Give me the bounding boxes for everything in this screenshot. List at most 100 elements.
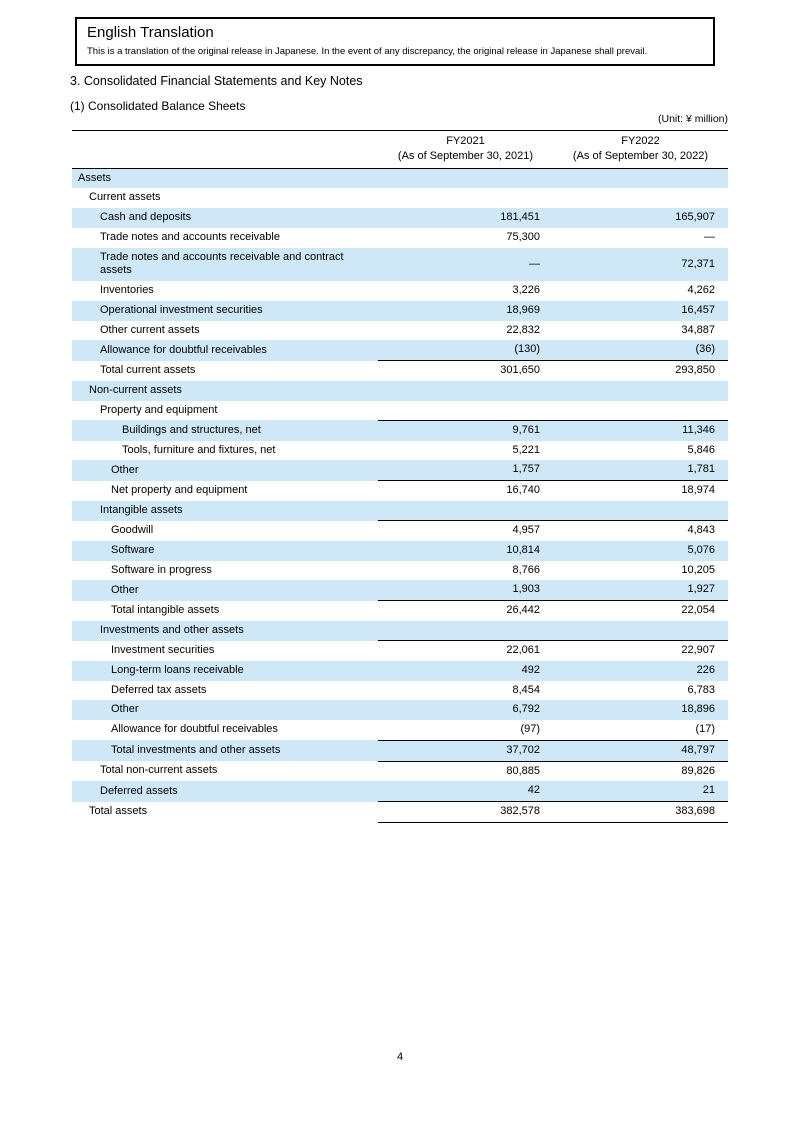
table-row: Investment securities 22,061 22,907 (72, 640, 728, 661)
table-row: Goodwill 4,957 4,843 (72, 520, 728, 541)
table-row: Trade notes and accounts receivable and … (72, 247, 728, 282)
table-row: Current assets (72, 188, 728, 208)
row-label: Trade notes and accounts receivable and … (100, 250, 344, 277)
row-value-fy2022: (17) (695, 723, 715, 736)
translation-notice-body: This is a translation of the original re… (87, 45, 648, 57)
row-value-fy2022: 18,896 (681, 703, 715, 716)
row-value-fy2021: 26,442 (378, 600, 553, 621)
row-value-fy2022: 4,262 (687, 284, 715, 297)
table-row: Software 10,814 5,076 (72, 540, 728, 561)
row-value-fy2021: 9,761 (378, 419, 553, 441)
row-value-fy2021: (97) (520, 723, 540, 736)
table-row: Buildings and structures, net 9,761 11,346 (72, 419, 728, 441)
row-value-fy2022: 5,846 (687, 443, 715, 456)
row-label: Inventories (100, 284, 154, 297)
row-value-fy2022: — (704, 230, 715, 243)
row-label: Intangible assets (100, 503, 183, 516)
row-value-fy2021 (378, 381, 553, 401)
table-row: Net property and equipment 16,740 18,974 (72, 480, 728, 501)
row-label: Software (111, 543, 155, 556)
row-label: Total current assets (100, 363, 196, 376)
row-label: Total non-current assets (100, 764, 218, 777)
unit-note: (Unit: ¥ million) (657, 113, 728, 125)
row-value-fy2021: — (529, 257, 540, 270)
row-value-fy2022: 10,205 (681, 563, 715, 576)
row-label: Operational investment securities (100, 303, 263, 316)
row-value-fy2022 (553, 168, 728, 188)
row-value-fy2021 (378, 188, 553, 208)
row-value-fy2022: 5,076 (687, 543, 715, 556)
row-value-fy2021: 42 (527, 784, 540, 797)
row-value-fy2022 (553, 381, 728, 401)
table-row: Deferred assets 42 21 (72, 781, 728, 802)
row-label: Long-term loans receivable (111, 663, 244, 676)
table-row: Property and equipment (72, 401, 728, 421)
row-value-fy2022: 165,907 (675, 211, 715, 224)
table-row: Non-current assets (72, 380, 728, 401)
table-row: Total current assets 301,650 293,850 (72, 360, 728, 381)
row-label: Other (111, 463, 139, 476)
row-value-fy2022: 4,843 (553, 520, 728, 541)
row-value-fy2021: 5,221 (512, 443, 540, 456)
row-label: Allowance for doubtful receivables (100, 343, 267, 356)
row-label: Tools, furniture and fixtures, net (122, 443, 276, 456)
row-label: Investment securities (111, 643, 215, 656)
row-value-fy2021: 181,451 (500, 211, 540, 224)
row-label: Net property and equipment (111, 483, 248, 496)
table-row: Tools, furniture and fixtures, net 5,221 5… (72, 441, 728, 461)
row-value-fy2021: 75,300 (506, 230, 540, 243)
row-value-fy2021: 301,650 (378, 360, 553, 381)
row-value-fy2021: 10,814 (506, 543, 540, 556)
table-row: Cash and deposits 181,451 165,907 (72, 208, 728, 228)
row-value-fy2022: 1,781 (687, 463, 715, 476)
table-row: Total non-current assets 80,885 89,826 (72, 760, 728, 782)
row-label: Software in progress (111, 563, 212, 576)
translation-notice-box: English Translation This is a translatio… (75, 17, 715, 67)
row-value-fy2021: 6,792 (512, 703, 540, 716)
row-label: Other (111, 703, 139, 716)
row-value-fy2022: (36) (695, 343, 715, 356)
item-column-header (72, 130, 378, 169)
row-label: Allowance for doubtful receivables (111, 723, 278, 736)
table-row: Long-term loans receivable 492 226 (72, 660, 728, 681)
row-value-fy2021 (378, 501, 553, 521)
table-row: Total intangible assets 26,442 22,054 (72, 600, 728, 621)
row-value-fy2022: 226 (696, 663, 715, 676)
row-value-fy2021: 1,757 (512, 463, 540, 476)
row-value-fy2021: 1,903 (512, 583, 540, 596)
row-value-fy2021: 16,740 (378, 480, 553, 501)
row-value-fy2021: 37,702 (378, 739, 553, 762)
fy2022-column-header: FY2022 (As of September 30, 2022) (553, 130, 728, 169)
table-row: Trade notes and accounts receivable 75,30… (72, 228, 728, 248)
row-value-fy2022 (553, 401, 728, 421)
table-row: Deferred tax assets 8,454 6,783 (72, 681, 728, 701)
row-label: Current assets (89, 191, 161, 204)
row-label: Non-current assets (89, 383, 182, 396)
row-label: Cash and deposits (100, 211, 192, 224)
fy2022-date: (As of September 30, 2022) (572, 149, 709, 162)
row-value-fy2022: 11,346 (553, 419, 728, 441)
row-label: Buildings and structures, net (122, 423, 261, 436)
table-row: Other 1,903 1,927 (72, 580, 728, 601)
table-row: Total assets 382,578 383,698 (72, 801, 728, 823)
row-value-fy2022: 293,850 (553, 360, 728, 381)
row-label: Assets (78, 171, 112, 184)
table-row: Inventories 3,226 4,262 (72, 281, 728, 301)
row-value-fy2022: 21 (702, 784, 715, 797)
table-row: Allowance for doubtful receivables (130) (… (72, 340, 728, 361)
fy2022-label: FY2022 (621, 135, 660, 147)
table-row: Other 6,792 18,896 (72, 700, 728, 721)
row-label: Goodwill (111, 523, 154, 536)
row-label: Property and equipment (100, 403, 218, 416)
row-label: Total assets (89, 805, 148, 818)
row-label: Deferred tax assets (111, 683, 207, 696)
row-label: Other (111, 583, 139, 596)
table-row: Intangible assets (72, 500, 728, 521)
table-row: Investments and other assets (72, 620, 728, 641)
row-value-fy2021 (378, 168, 553, 188)
translation-notice-title: English Translation (87, 24, 214, 41)
row-value-fy2022 (553, 621, 728, 641)
row-value-fy2021: 382,578 (378, 801, 553, 823)
row-value-fy2022: 1,927 (687, 583, 715, 596)
row-value-fy2022: 18,974 (553, 480, 728, 501)
